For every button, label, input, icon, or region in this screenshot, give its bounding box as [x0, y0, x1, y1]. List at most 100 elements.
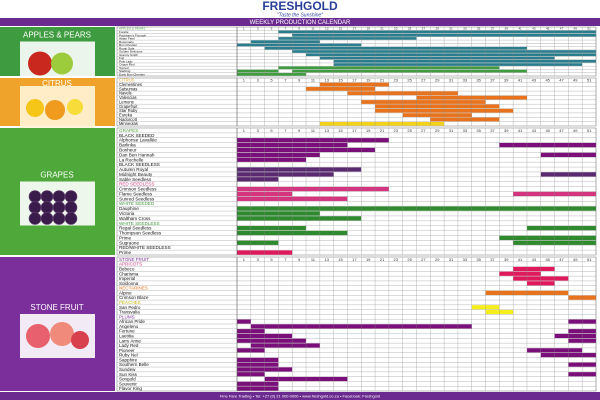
variety-name: Bebeco — [119, 266, 135, 271]
week-label: 41 — [518, 27, 522, 31]
week-label: 47 — [559, 257, 564, 262]
week-label: 43 — [532, 257, 537, 262]
group-heading: BLACK SEEDED — [119, 133, 155, 138]
group-heading: PLUMS — [119, 314, 135, 319]
grape-photo — [28, 201, 42, 214]
variety-name: Satsumas — [119, 86, 137, 91]
variety-name: Dan Ben Hannah — [119, 152, 155, 157]
availability-bar — [278, 30, 596, 34]
variety-name: Clementines — [119, 82, 142, 87]
week-label: 9 — [298, 78, 301, 83]
variety-name: Dauphine — [119, 206, 139, 211]
availability-bar — [237, 386, 279, 391]
variety-name: Crimson Blaze — [119, 295, 149, 300]
variety-name: Flavor King — [119, 386, 142, 391]
grape-photo — [64, 190, 78, 203]
variety-name: Bon Chretien — [119, 43, 137, 47]
variety-name: Southern Belle — [119, 362, 149, 367]
group-heading: WHITE SEEDED — [119, 201, 155, 206]
week-label: 23 — [394, 78, 399, 83]
week-label: 43 — [532, 78, 537, 83]
week-label: 45 — [545, 78, 550, 83]
week-label: 25 — [407, 78, 412, 83]
group-heading: APRICOTS — [119, 262, 142, 267]
week-label: 17 — [352, 128, 357, 133]
week-label: 1 — [243, 128, 246, 133]
logo: FRESHGOLD — [262, 0, 338, 13]
week-label: 15 — [338, 257, 343, 262]
week-label: 13 — [325, 78, 330, 83]
availability-bar — [237, 381, 279, 386]
variety-name: Transvalia — [119, 310, 140, 315]
variety-name: Regal Seedless — [119, 226, 152, 231]
variety-name: Starking — [119, 69, 131, 73]
week-label: 35 — [476, 257, 481, 262]
availability-bar — [237, 69, 279, 73]
week-label: 11 — [311, 27, 314, 31]
week-label: 51 — [587, 128, 592, 133]
availability-bar — [319, 56, 555, 60]
week-label: 39 — [504, 257, 509, 262]
week-label: 11 — [311, 78, 316, 83]
group-heading: NECTARINES — [119, 286, 148, 291]
availability-bar — [306, 87, 376, 91]
week-label: 21 — [380, 128, 385, 133]
week-label: 15 — [339, 27, 343, 31]
peach-photo — [71, 331, 89, 349]
variety-name: Victoria — [119, 211, 135, 216]
availability-bar — [264, 46, 527, 50]
week-label: 19 — [366, 257, 371, 262]
footer-text: Fine Fare Trading • Tel: +27 (0) 21 000 … — [220, 393, 380, 398]
variety-name: Cripps Red — [119, 63, 135, 67]
week-label: 51 — [587, 78, 592, 83]
variety-name: Royal Gala — [119, 46, 135, 50]
week-label: 51 — [587, 27, 591, 31]
grape-photo — [64, 212, 78, 225]
week-label: 1 — [243, 78, 246, 83]
citrus-photo — [67, 99, 83, 115]
variety-name: Pink Lady — [119, 59, 133, 63]
week-label: 19 — [366, 78, 371, 83]
week-label: 31 — [449, 78, 454, 83]
availability-bar — [237, 362, 279, 367]
week-label: 37 — [490, 78, 495, 83]
variety-name: Ruby Nel — [119, 353, 138, 358]
week-label: 27 — [422, 27, 426, 31]
availability-bar — [250, 40, 320, 44]
week-label: 17 — [352, 78, 357, 83]
week-label: 47 — [559, 128, 564, 133]
group-heading: BLACK SEEDLESS — [119, 162, 160, 167]
week-label: 3 — [257, 27, 259, 31]
variety-name: Nadorcott — [119, 117, 138, 122]
section-title: APPLES & PEARS — [23, 31, 91, 40]
availability-bar — [237, 216, 362, 221]
week-label: 21 — [380, 78, 385, 83]
week-label: 47 — [560, 27, 564, 31]
week-label: 39 — [504, 78, 509, 83]
availability-bar — [526, 225, 596, 231]
week-label: 33 — [463, 257, 468, 262]
variety-name: Larry Anne — [119, 338, 141, 343]
week-label: 31 — [449, 257, 454, 262]
week-label: 19 — [366, 128, 371, 133]
week-label: 25 — [407, 128, 412, 133]
week-label: 49 — [573, 78, 578, 83]
group-heading: RED SEEDLESS — [119, 182, 154, 187]
week-label: 43 — [532, 128, 537, 133]
availability-bar — [375, 104, 500, 109]
week-label: 49 — [574, 27, 578, 31]
availability-bar — [402, 113, 472, 117]
week-label: 13 — [325, 128, 330, 133]
variety-name: Topred — [119, 66, 129, 70]
availability-bar — [499, 235, 596, 241]
grape-photo — [52, 190, 66, 203]
week-label: 23 — [394, 27, 398, 31]
variety-name: Pioneer — [119, 348, 135, 353]
tagline: "Taste the Sunshine" — [277, 12, 323, 18]
week-label: 29 — [435, 27, 439, 31]
grape-photo — [52, 212, 66, 225]
variety-name: Sunred Seedless — [119, 196, 155, 201]
variety-name: Lemons — [119, 99, 134, 104]
week-label: 17 — [353, 27, 357, 31]
